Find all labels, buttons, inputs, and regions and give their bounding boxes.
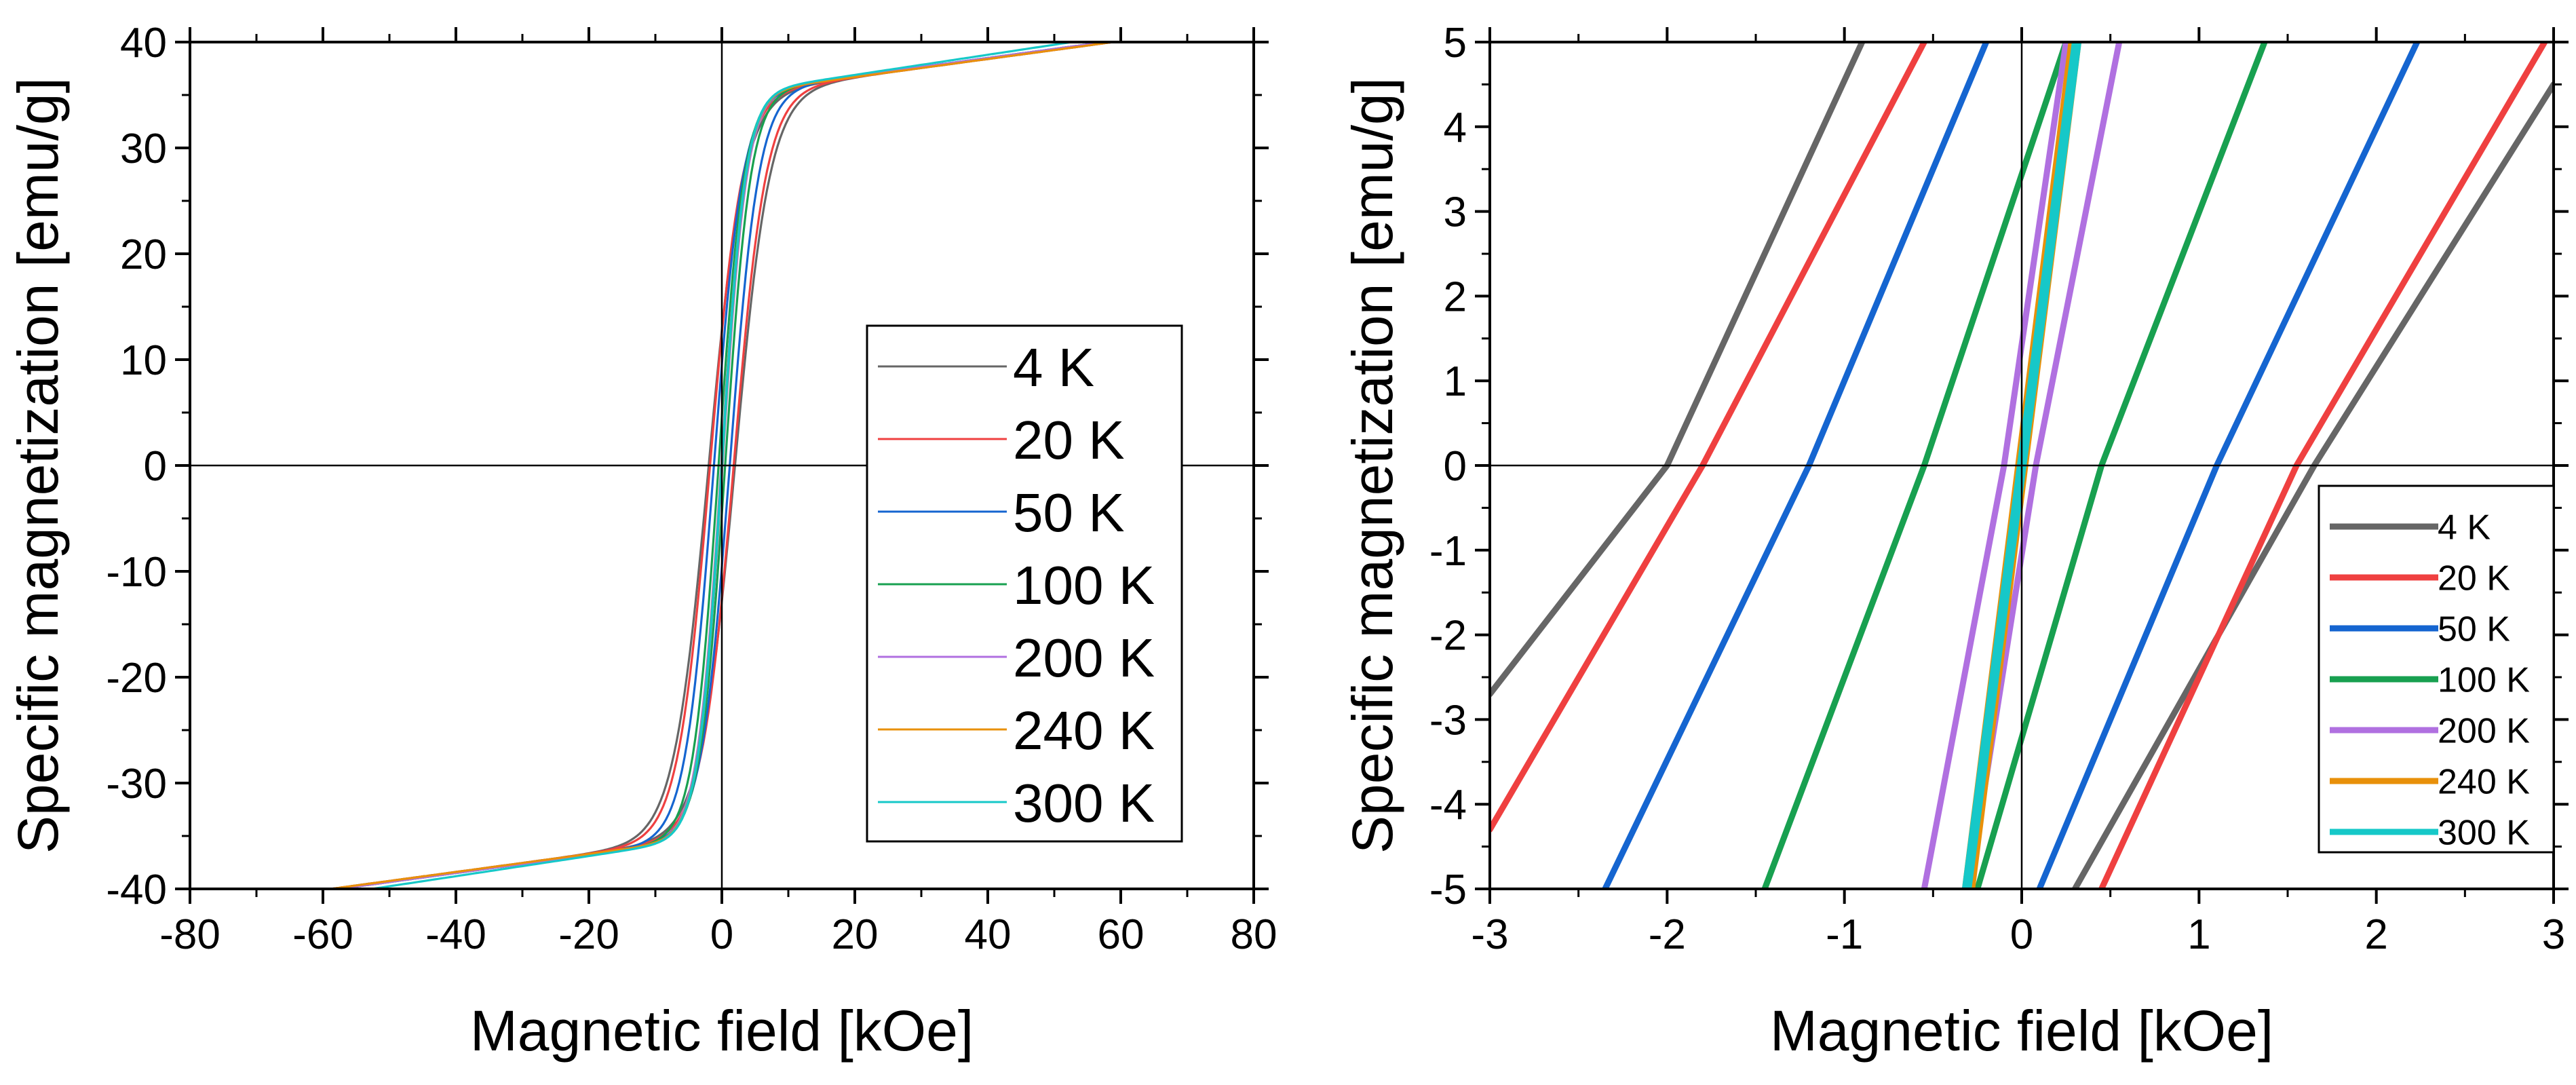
left-legend: 4 K 20 K 50 K 100 K 200 K 240 K 300 K bbox=[866, 324, 1183, 843]
left-y-axis-label: Specific magnetization [emu/g] bbox=[6, 77, 70, 854]
right-legend-label: 4 K bbox=[2438, 508, 2491, 548]
right-y-tick-label: 2 bbox=[1444, 273, 1467, 320]
left-x-tick-label: 20 bbox=[832, 911, 879, 958]
left-x-tick-label: 0 bbox=[710, 911, 733, 958]
chart-left: -80 -60 -40 -20 0 20 40 60 80 -40 -30 -20 -10 0 10 20 30… bbox=[6, 20, 1277, 1063]
left-legend-label: 100 K bbox=[1013, 555, 1155, 615]
left-legend-label: 50 K bbox=[1013, 482, 1125, 543]
chart-right: -3 -2 -1 0 1 2 3 -5 -4 -3 -2 -1 0 1 2 3 4 5 Magnetic fiel… bbox=[1341, 20, 2569, 1063]
left-series-line-240k bbox=[322, 42, 1121, 889]
right-axes: -3 -2 -1 0 1 2 3 -5 -4 -3 -2 -1 0 1 2 3 4 5 bbox=[1429, 20, 2569, 958]
left-x-tick-label: -40 bbox=[425, 911, 486, 958]
right-y-tick-label: -1 bbox=[1429, 528, 1467, 575]
left-y-tick-label: -20 bbox=[106, 655, 167, 702]
left-y-tick-label: 10 bbox=[120, 337, 167, 384]
right-legend-label: 20 K bbox=[2438, 559, 2510, 598]
left-x-tick-label: 60 bbox=[1098, 911, 1145, 958]
right-x-tick-label: -1 bbox=[1826, 911, 1863, 958]
right-y-tick-label: -3 bbox=[1429, 697, 1467, 744]
right-y-tick-label: -4 bbox=[1429, 782, 1467, 829]
left-x-tick-label: 40 bbox=[965, 911, 1012, 958]
left-legend-label: 20 K bbox=[1013, 410, 1125, 470]
right-legend-label: 50 K bbox=[2438, 610, 2510, 649]
left-x-tick-label: -80 bbox=[159, 911, 220, 958]
right-y-tick-label: 0 bbox=[1444, 443, 1467, 490]
left-y-tick-label: 30 bbox=[120, 126, 167, 172]
right-legend-label: 240 K bbox=[2438, 763, 2530, 802]
right-legend: 4 K 20 K 50 K 100 K 200 K 240 K 300 K bbox=[2318, 484, 2555, 854]
left-legend-label: 300 K bbox=[1013, 773, 1155, 833]
left-curves bbox=[322, 42, 1121, 889]
right-y-tick-label: 4 bbox=[1444, 104, 1467, 151]
left-legend-label: 4 K bbox=[1013, 337, 1094, 398]
left-x-tick-label: 80 bbox=[1231, 911, 1277, 958]
left-y-tick-label: 40 bbox=[120, 20, 167, 66]
left-x-axis-label: Magnetic field [kOe] bbox=[470, 999, 974, 1063]
left-axes: -80 -60 -40 -20 0 20 40 60 80 -40 -30 -20 -10 0 10 20 30… bbox=[106, 20, 1277, 958]
right-legend-box bbox=[2318, 484, 2555, 854]
left-y-tick-label: -10 bbox=[106, 549, 167, 596]
right-legend-label: 100 K bbox=[2438, 661, 2530, 700]
right-y-tick-label: -5 bbox=[1429, 867, 1467, 913]
right-x-tick-label: 0 bbox=[2010, 911, 2033, 958]
left-y-tick-label: -30 bbox=[106, 761, 167, 807]
right-y-tick-label: 3 bbox=[1444, 189, 1467, 236]
right-legend-label: 200 K bbox=[2438, 712, 2530, 751]
right-y-tick-label: 1 bbox=[1444, 358, 1467, 405]
right-y-tick-label: -2 bbox=[1429, 613, 1467, 660]
right-x-axis-label: Magnetic field [kOe] bbox=[1770, 999, 2273, 1063]
left-y-tick-label: 20 bbox=[120, 231, 167, 278]
left-legend-label: 240 K bbox=[1013, 700, 1155, 761]
left-x-tick-label: -20 bbox=[558, 911, 619, 958]
right-x-tick-label: 3 bbox=[2542, 911, 2565, 958]
right-series-line-4k-branch-1 bbox=[1490, 42, 1866, 698]
right-series-line-20k-branch-1 bbox=[1490, 42, 1927, 833]
left-y-tick-label: 0 bbox=[144, 443, 167, 490]
right-x-tick-label: 1 bbox=[2187, 911, 2210, 958]
right-x-tick-label: -2 bbox=[1649, 911, 1686, 958]
right-y-tick-label: 5 bbox=[1444, 20, 1467, 66]
right-x-tick-label: 2 bbox=[2364, 911, 2387, 958]
left-series-line-300k bbox=[364, 42, 1079, 889]
left-y-tick-label: -40 bbox=[106, 867, 167, 913]
right-x-tick-label: -3 bbox=[1471, 911, 1508, 958]
right-legend-label: 300 K bbox=[2438, 814, 2530, 853]
right-y-axis-label: Specific magnetization [emu/g] bbox=[1341, 77, 1404, 854]
left-x-tick-label: -60 bbox=[292, 911, 353, 958]
left-legend-label: 200 K bbox=[1013, 628, 1155, 688]
